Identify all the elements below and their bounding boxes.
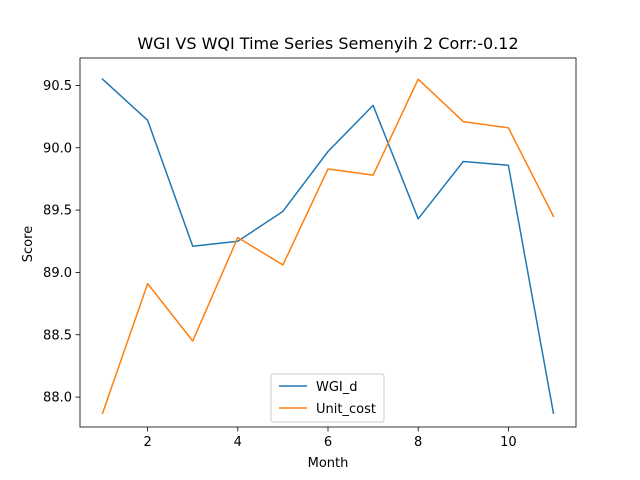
y-axis-label: Score <box>21 226 36 262</box>
x-tick-label: 10 <box>500 435 517 450</box>
x-tick-label: 8 <box>414 435 422 450</box>
x-axis-label: Month <box>308 456 349 471</box>
legend-label-1: Unit_cost <box>316 402 376 417</box>
x-tick-label: 2 <box>143 435 151 450</box>
plot-area <box>80 58 576 427</box>
y-tick-label: 89.0 <box>43 266 72 281</box>
x-tick-label: 6 <box>324 435 332 450</box>
y-tick-label: 88.5 <box>43 328 72 343</box>
chart-title: WGI VS WQI Time Series Semenyih 2 Corr:-… <box>137 34 518 53</box>
x-tick-label: 4 <box>234 435 242 450</box>
y-tick-label: 90.0 <box>43 141 72 156</box>
y-tick-label: 88.0 <box>43 391 72 406</box>
legend-label-0: WGI_d <box>316 380 358 395</box>
series-line-1 <box>101 78 555 415</box>
y-tick-label: 90.5 <box>43 79 72 94</box>
y-tick-label: 89.5 <box>43 204 72 219</box>
series-line-0 <box>101 78 555 415</box>
